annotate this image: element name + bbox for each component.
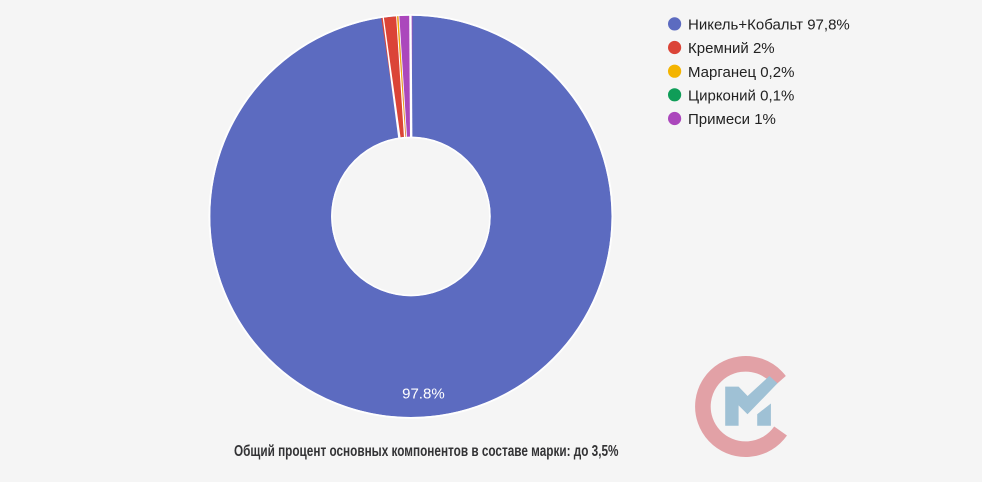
svg-text:Никель+Кобальт 97,8%: Никель+Кобальт 97,8% (688, 17, 850, 34)
svg-text:Марганец 0,2%: Марганец 0,2% (688, 64, 794, 81)
svg-text:Примеси 1%: Примеси 1% (688, 111, 776, 128)
svg-text:Кремний 2%: Кремний 2% (688, 40, 775, 57)
svg-text:Цирконий 0,1%: Цирконий 0,1% (688, 87, 794, 104)
svg-text:97.8%: 97.8% (402, 385, 445, 402)
svg-text:Общий процент основных компоне: Общий процент основных компонентов в сос… (234, 441, 619, 459)
